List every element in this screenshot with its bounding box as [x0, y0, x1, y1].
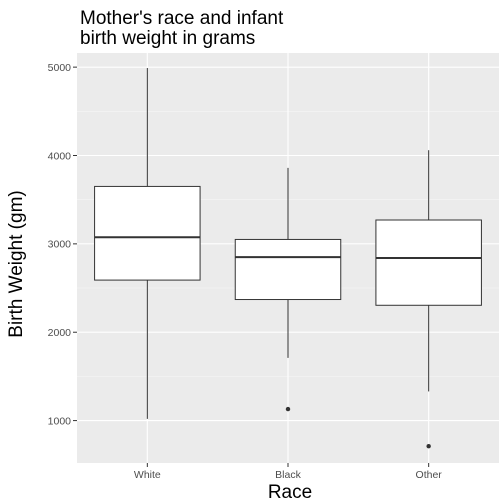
box-other	[376, 220, 482, 305]
x-tick-label: Other	[416, 469, 443, 481]
x-tick-label: Black	[275, 469, 301, 481]
box-black	[235, 239, 341, 299]
y-tick-label: 4000	[48, 150, 72, 162]
y-tick-label: 1000	[48, 415, 72, 427]
x-axis-title: Race	[268, 482, 312, 503]
outlier-point	[426, 444, 430, 448]
y-tick-label: 3000	[48, 239, 72, 251]
y-tick-label: 2000	[48, 327, 72, 339]
chart-title-line-1: Mother's race and infant	[80, 8, 284, 29]
chart-title-line-2: birth weight in grams	[80, 28, 255, 49]
y-axis-title: Birth Weight (gm)	[6, 190, 27, 337]
x-tick-label: White	[134, 469, 161, 481]
x-axis-ticks: White Black Other	[134, 463, 442, 481]
box-white	[95, 186, 201, 280]
y-axis-ticks: 1000 2000 3000 4000 5000	[48, 62, 77, 427]
y-tick-label: 5000	[48, 62, 72, 74]
outlier-point	[286, 407, 290, 411]
